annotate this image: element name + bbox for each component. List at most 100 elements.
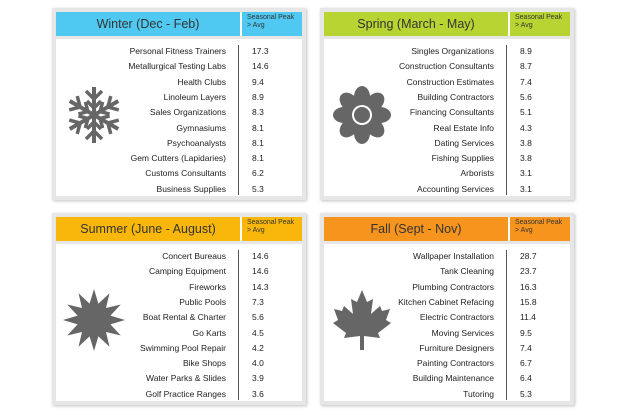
row-value: 5.1 <box>520 107 532 118</box>
row-value: 3.9 <box>252 373 264 384</box>
column-header: Seasonal Peak > Avg <box>247 14 295 29</box>
panel-title: Spring (March - May) <box>357 17 475 31</box>
row-value: 4.0 <box>252 358 264 369</box>
panel-body: Wallpaper Installation 28.7 Tank Cleaning… <box>324 244 570 401</box>
season-icon <box>333 290 391 350</box>
row-label: Camping Equipment <box>148 266 226 277</box>
panel-header: Spring (March - May) Seasonal Peak > Avg <box>324 12 570 36</box>
row-value: 17.3 <box>252 46 269 56</box>
row-value: 3.6 <box>252 388 264 399</box>
row-label: Tank Cleaning <box>440 266 494 277</box>
row-value: 23.7 <box>520 266 537 277</box>
row-value: 4.3 <box>520 122 532 133</box>
row-value: 14.6 <box>252 266 269 277</box>
row-label: Real Estate Info <box>433 122 494 133</box>
row-label: Health Clubs <box>177 76 226 87</box>
row-label: Fireworks <box>189 281 226 292</box>
row-label: Tutoring <box>463 388 494 399</box>
row-value: 7.3 <box>252 296 264 307</box>
row-label: Moving Services <box>431 327 494 338</box>
row-label: Painting Contractors <box>416 358 494 369</box>
row-value: 8.1 <box>252 137 264 148</box>
column-header: Seasonal Peak > Avg <box>247 219 295 234</box>
row-label: Metallurgical Testing Labs <box>128 61 226 72</box>
row-label: Psychoanalysts <box>166 137 226 148</box>
row-value: 5.3 <box>252 183 264 194</box>
row-value: 16.3 <box>520 281 537 292</box>
row-label: Gem Cutters (Lapidaries) <box>130 153 226 164</box>
divider <box>506 250 507 400</box>
row-label: Public Pools <box>179 296 226 307</box>
season-panel: Winter (Dec - Feb) Seasonal Peak > Avg P… <box>52 8 306 200</box>
separator <box>240 12 242 36</box>
row-value: 7.4 <box>520 342 532 353</box>
row-label: Accounting Services <box>416 183 494 194</box>
row-label: Plumbing Contractors <box>412 281 494 292</box>
row-label: Fishing Supplies <box>431 153 494 164</box>
row-value: 8.7 <box>520 61 532 72</box>
divider <box>238 250 239 400</box>
row-value: 6.4 <box>520 373 532 384</box>
row-label: Linoleum Layers <box>163 91 226 102</box>
season-panel: Summer (June - August) Seasonal Peak > A… <box>52 213 306 405</box>
divider <box>238 45 239 195</box>
row-value: 8.3 <box>252 107 264 118</box>
row-value: 3.8 <box>520 137 532 148</box>
row-label: Business Supplies <box>156 183 226 194</box>
row-label: Boat Rental & Charter <box>142 312 226 323</box>
row-value: 11.4 <box>520 312 536 323</box>
row-label: Construction Consultants <box>399 61 494 72</box>
row-value: 4.2 <box>252 342 264 353</box>
panel-header: Summer (June - August) Seasonal Peak > A… <box>56 217 302 241</box>
row-label: Bike Shops <box>183 358 226 369</box>
row-label: Kitchen Cabinet Refacing <box>398 296 494 307</box>
row-label: Gymnasiums <box>176 122 226 133</box>
row-label: Electric Contractors <box>419 312 494 323</box>
separator <box>508 217 510 241</box>
row-value: 7.4 <box>520 76 532 87</box>
row-value: 8.9 <box>252 91 264 102</box>
row-label: Singles Organizations <box>411 46 494 56</box>
row-value: 8.1 <box>252 153 264 164</box>
row-label: Swimming Pool Repair <box>140 342 226 353</box>
row-value: 6.7 <box>520 358 532 369</box>
row-label: Sales Organizations <box>149 107 226 118</box>
panel-body: Personal Fitness Trainers 17.3 Metallurgi… <box>56 39 302 196</box>
panel-header: Winter (Dec - Feb) Seasonal Peak > Avg <box>56 12 302 36</box>
row-value: 8.9 <box>520 46 532 56</box>
row-value: 6.2 <box>252 168 264 179</box>
row-label: Go Karts <box>192 327 226 338</box>
panel-header: Fall (Sept - Nov) Seasonal Peak > Avg <box>324 217 570 241</box>
row-value: 28.7 <box>520 251 537 261</box>
row-label: Personal Fitness Trainers <box>129 46 226 56</box>
row-value: 5.6 <box>520 91 532 102</box>
season-icon <box>63 289 125 351</box>
column-header: Seasonal Peak > Avg <box>515 219 563 234</box>
season-icon <box>68 87 120 143</box>
row-value: 8.1 <box>252 122 264 133</box>
panel-title: Fall (Sept - Nov) <box>370 222 462 236</box>
row-label: Building Maintenance <box>412 373 494 384</box>
separator <box>240 217 242 241</box>
row-value: 14.3 <box>252 281 269 292</box>
row-value: 5.6 <box>252 312 264 323</box>
season-panel: Spring (March - May) Seasonal Peak > Avg… <box>320 8 574 200</box>
row-value: 4.5 <box>252 327 264 338</box>
row-label: Golf Practice Ranges <box>145 388 226 399</box>
panel-body: Singles Organizations 8.9 Construction Co… <box>324 39 570 196</box>
column-header: Seasonal Peak > Avg <box>515 14 563 29</box>
divider <box>506 45 507 195</box>
row-value: 15.8 <box>520 296 537 307</box>
row-value: 14.6 <box>252 61 269 72</box>
season-panel: Fall (Sept - Nov) Seasonal Peak > Avg Wa… <box>320 213 574 405</box>
panel-title: Summer (June - August) <box>80 222 216 236</box>
row-value: 9.5 <box>520 327 532 338</box>
season-icon <box>333 86 391 144</box>
row-label: Wallpaper Installation <box>413 251 494 261</box>
row-value: 5.3 <box>520 388 532 399</box>
row-value: 9.4 <box>252 76 264 87</box>
row-value: 14.6 <box>252 251 269 261</box>
panel-body: Concert Bureaus 14.6 Camping Equipment 14… <box>56 244 302 401</box>
row-label: Dating Services <box>434 137 494 148</box>
